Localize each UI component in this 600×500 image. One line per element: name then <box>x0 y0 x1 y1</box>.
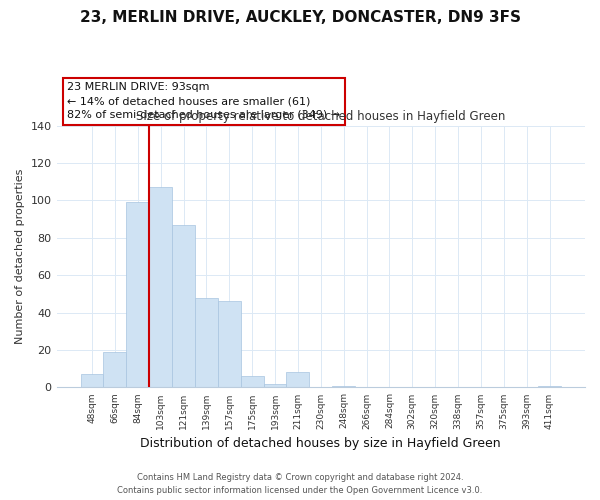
Bar <box>538 386 561 388</box>
Bar <box>149 188 172 388</box>
Bar <box>127 202 149 388</box>
X-axis label: Distribution of detached houses by size in Hayfield Green: Distribution of detached houses by size … <box>140 437 501 450</box>
Bar <box>263 384 286 388</box>
Y-axis label: Number of detached properties: Number of detached properties <box>15 169 25 344</box>
Text: 23 MERLIN DRIVE: 93sqm
← 14% of detached houses are smaller (61)
82% of semi-det: 23 MERLIN DRIVE: 93sqm ← 14% of detached… <box>67 82 340 120</box>
Bar <box>80 374 103 388</box>
Title: Size of property relative to detached houses in Hayfield Green: Size of property relative to detached ho… <box>136 110 505 123</box>
Bar <box>172 225 195 388</box>
Bar <box>241 376 263 388</box>
Bar <box>103 352 127 388</box>
Text: Contains HM Land Registry data © Crown copyright and database right 2024.
Contai: Contains HM Land Registry data © Crown c… <box>118 473 482 495</box>
Bar <box>218 302 241 388</box>
Bar <box>195 298 218 388</box>
Bar <box>332 386 355 388</box>
Bar <box>286 372 310 388</box>
Text: 23, MERLIN DRIVE, AUCKLEY, DONCASTER, DN9 3FS: 23, MERLIN DRIVE, AUCKLEY, DONCASTER, DN… <box>79 10 521 25</box>
